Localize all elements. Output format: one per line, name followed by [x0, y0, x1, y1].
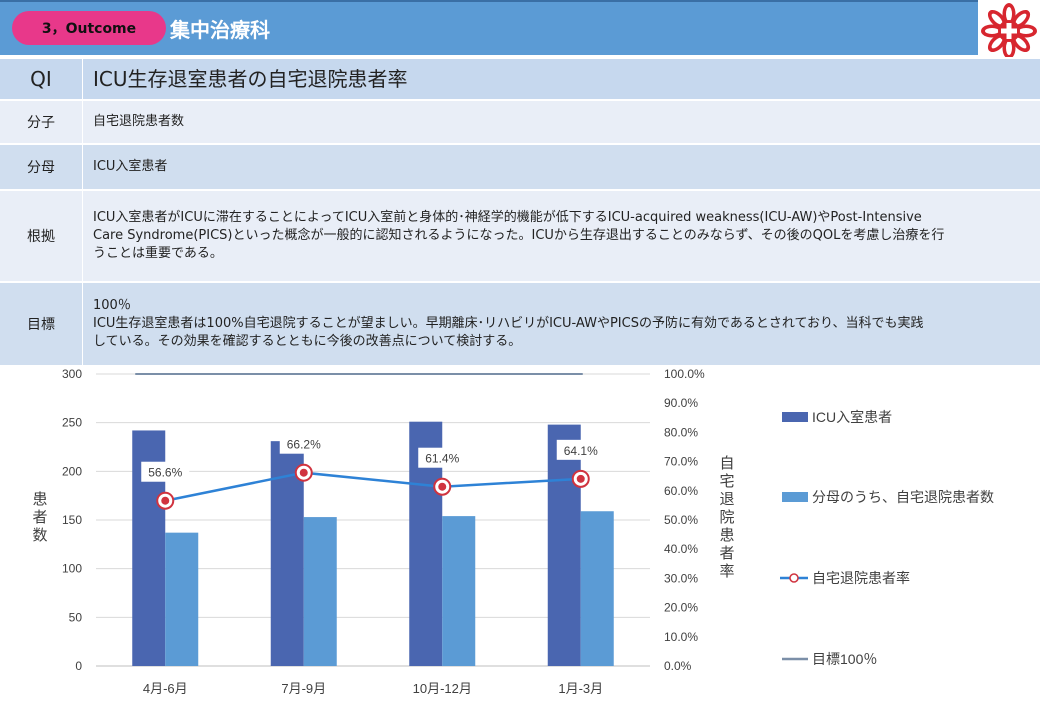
y-tick-label: 0	[75, 659, 82, 673]
legend-swatch	[782, 412, 808, 422]
rate-data-label: 61.4%	[425, 452, 459, 466]
y-tick-label: 300	[62, 367, 82, 381]
red-cross-emblem-icon	[981, 3, 1037, 59]
x-tick-label: 7月-9月	[281, 681, 326, 696]
y-right-axis-title-char: 率	[719, 563, 734, 580]
y-axis-title-char: 患	[32, 491, 47, 508]
table-row: 根拠 ICU入室患者がICUに滞在することによってICU入室前と身体的･神経学的…	[0, 189, 1040, 282]
table-row: 目標 100％ ICU生存退室患者は100%自宅退院することが望ましい。早期離床…	[0, 281, 1040, 365]
y-tick-label: 100	[62, 562, 82, 576]
row-key-target: 目標	[0, 281, 83, 365]
hospital-logo	[978, 0, 1040, 62]
y-right-axis-title-char: 宅	[719, 473, 734, 490]
row-value-qi: ICU生存退室患者の自宅退院患者率	[82, 57, 1040, 100]
y-right-tick-label: 50.0%	[664, 513, 698, 527]
row-key-numerator: 分子	[0, 99, 83, 144]
legend-swatch	[782, 492, 808, 502]
section-badge: 3，Outcome	[12, 11, 166, 45]
header-bar: 3，Outcome 集中治療科	[0, 0, 978, 55]
y-axis-title-char: 数	[32, 527, 47, 544]
rate-marker-center	[438, 482, 447, 491]
bar-home-discharges	[442, 516, 476, 666]
row-key-denominator: 分母	[0, 143, 83, 190]
row-value-denominator: ICU入室患者	[82, 143, 1040, 190]
rate-data-label: 64.1%	[564, 444, 598, 458]
x-tick-label: 10月-12月	[413, 681, 472, 696]
rationale-line: うことは重要である。	[93, 246, 223, 261]
y-tick-label: 250	[62, 416, 82, 430]
rate-label-box	[418, 447, 467, 468]
rationale-line: ICU入室患者がICUに滞在することによってICU入室前と身体的･神経学的機能が…	[93, 210, 922, 225]
y-tick-label: 200	[62, 464, 82, 478]
x-tick-label: 4月-6月	[143, 681, 188, 696]
y-right-tick-label: 80.0%	[664, 425, 698, 439]
y-tick-label: 150	[62, 513, 82, 527]
y-right-tick-label: 70.0%	[664, 455, 698, 469]
table-row: 分子 自宅退院患者数	[0, 99, 1040, 144]
bar-home-discharges	[580, 511, 614, 666]
y-right-tick-label: 40.0%	[664, 542, 698, 556]
rate-label-box	[556, 439, 605, 460]
y-right-tick-label: 100.0%	[664, 367, 705, 381]
y-right-axis-title-char: 自	[719, 455, 734, 472]
y-tick-label: 50	[69, 610, 83, 624]
legend-label: 目標100％	[812, 651, 877, 667]
qi-table: QI ICU生存退室患者の自宅退院患者率 分子 自宅退院患者数 分母 ICU入室…	[0, 57, 1040, 365]
bar-home-discharges	[303, 517, 337, 666]
target-line: ICU生存退室患者は100%自宅退院することが望ましい。早期離床･リハビリがIC…	[93, 316, 924, 331]
row-key-rationale: 根拠	[0, 189, 83, 282]
rate-marker-center	[299, 468, 308, 477]
rate-data-label: 56.6%	[148, 466, 182, 480]
legend-swatch-marker	[789, 573, 799, 583]
x-tick-label: 1月-3月	[558, 681, 603, 696]
y-right-tick-label: 20.0%	[664, 601, 698, 615]
y-right-tick-label: 60.0%	[664, 484, 698, 498]
rate-data-label: 66.2%	[287, 438, 321, 452]
row-value-numerator: 自宅退院患者数	[82, 99, 1040, 144]
y-right-tick-label: 90.0%	[664, 396, 698, 410]
y-right-axis-title-char: 院	[719, 508, 734, 526]
bar-icu-admissions	[547, 424, 581, 666]
rate-label-box	[279, 433, 328, 454]
y-right-tick-label: 10.0%	[664, 630, 698, 644]
department-title: 集中治療科	[170, 18, 270, 42]
rationale-line: Care Syndrome(PICS)といった概念が一般的に認知されるようになっ…	[93, 228, 945, 243]
target-line: している。その効果を確認するとともに今後の改善点について検討する。	[93, 334, 522, 349]
legend-label: 分母のうち、自宅退院患者数	[812, 489, 994, 505]
rate-marker-center	[161, 496, 170, 505]
y-axis-title-char: 者	[32, 509, 47, 526]
y-right-axis-title-char: 退	[719, 491, 734, 508]
legend-label: 自宅退院患者率	[812, 570, 910, 586]
rate-label-box	[141, 461, 190, 482]
row-value-target: 100％ ICU生存退室患者は100%自宅退院することが望ましい。早期離床･リハ…	[82, 281, 1040, 365]
y-right-tick-label: 0.0%	[664, 659, 692, 673]
table-row: 分母 ICU入室患者	[0, 143, 1040, 190]
combo-chart: 0 50 100 150 200 250 300 0.0% 10.0% 20.0% 30.0% 40.…	[32, 367, 994, 696]
table-row: QI ICU生存退室患者の自宅退院患者率	[0, 57, 1040, 100]
row-key-qi: QI	[0, 57, 83, 100]
y-right-axis-title-char: 者	[719, 545, 734, 562]
y-right-axis-title-char: 患	[719, 527, 734, 544]
y-right-tick-label: 30.0%	[664, 571, 698, 585]
legend-label: ICU入室患者	[812, 409, 892, 425]
target-line: 100％	[93, 298, 131, 313]
rate-line	[165, 471, 581, 502]
row-value-rationale: ICU入室患者がICUに滞在することによってICU入室前と身体的･神経学的機能が…	[82, 189, 1040, 282]
rate-marker-center	[576, 474, 585, 483]
header-topline	[0, 0, 978, 2]
bar-home-discharges	[165, 532, 199, 666]
